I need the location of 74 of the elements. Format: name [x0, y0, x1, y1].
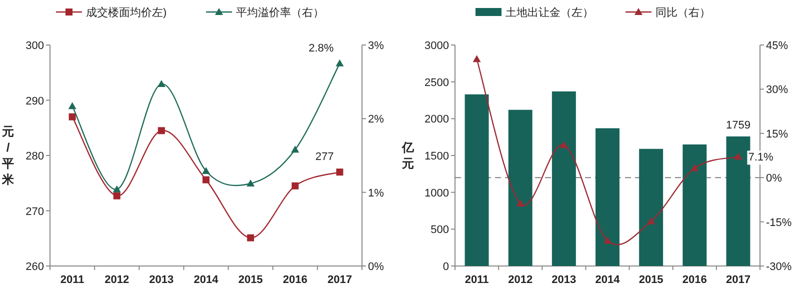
x-tick-label: 2016 [282, 274, 308, 286]
x-tick-label: 2016 [682, 274, 707, 286]
x-tick-label: 2011 [60, 274, 84, 286]
y-tick-label: 3000 [424, 40, 449, 52]
y-axis-title: 亿元 [401, 140, 415, 170]
point [516, 200, 524, 207]
y-tick-label: 300 [26, 40, 44, 52]
y2-tick-label: 3% [368, 40, 384, 52]
x-tick-label: 2014 [595, 274, 621, 286]
point [336, 59, 344, 66]
point [247, 234, 254, 242]
legend-label: 土地出让金（左） [506, 6, 594, 19]
x-tick-label: 2017 [726, 274, 750, 286]
bar [726, 136, 750, 266]
x-tick-label: 2017 [327, 274, 352, 286]
y-tick-label: 280 [26, 150, 44, 162]
bar [639, 148, 664, 266]
legend-label: 成交楼面均价左) [86, 6, 167, 19]
y-tick-label: 500 [430, 224, 449, 236]
point [292, 182, 299, 190]
point [604, 236, 612, 244]
y-tick-label: 270 [26, 206, 44, 218]
point [202, 176, 210, 184]
bar [596, 128, 620, 266]
x-tick-label: 2012 [104, 274, 130, 286]
point [734, 152, 742, 160]
y-tick-label: 260 [26, 261, 44, 273]
point [246, 179, 255, 186]
point [690, 164, 699, 172]
y2-tick-label: 1% [368, 187, 384, 200]
point [112, 185, 121, 192]
y-tick-label: 1500 [424, 150, 449, 162]
y-tick-label: 290 [26, 95, 44, 108]
point [291, 146, 300, 153]
bar [682, 144, 707, 266]
y2-tick-label: 0% [766, 172, 782, 185]
point [472, 55, 481, 62]
point [113, 192, 120, 200]
x-tick-label: 2014 [194, 274, 220, 286]
y-tick-label: 1000 [424, 187, 449, 200]
y2-tick-label: 2% [368, 114, 384, 126]
y2-tick-label: 0% [368, 261, 384, 273]
point [68, 102, 76, 110]
data-label: 2.8% [308, 42, 334, 54]
point [157, 80, 166, 88]
x-tick-label: 2013 [149, 274, 174, 286]
point [336, 168, 344, 176]
point [202, 166, 210, 174]
x-tick-label: 2015 [638, 274, 664, 286]
x-tick-label: 2012 [508, 274, 533, 286]
y-tick-label: 2500 [424, 76, 449, 89]
data-label: 7.1% [748, 152, 774, 164]
y2-tick-label: -15% [766, 216, 792, 229]
x-tick-label: 2011 [464, 274, 489, 286]
data-label: 1759 [726, 119, 750, 132]
y2-tick-label: -30% [766, 261, 792, 273]
legend-label: 平均溢价率（右） [236, 6, 324, 19]
legend-label: 同比（右） [656, 6, 710, 19]
y-tick-label: 2000 [424, 114, 449, 126]
y-axis-title: 元/平米 [1, 124, 15, 186]
point [647, 217, 656, 224]
point [560, 141, 568, 148]
bar [508, 110, 532, 266]
y2-tick-label: 15% [766, 128, 788, 140]
x-tick-label: 2015 [238, 274, 263, 286]
bar [552, 91, 576, 266]
x-tick-label: 2013 [552, 274, 576, 286]
y2-tick-label: 30% [766, 84, 788, 96]
point [68, 113, 76, 120]
point [158, 127, 165, 134]
y2-tick-label: 45% [766, 40, 788, 52]
data-label: 277 [315, 151, 334, 164]
y-tick-label: 0 [442, 261, 449, 273]
bar [464, 94, 489, 266]
